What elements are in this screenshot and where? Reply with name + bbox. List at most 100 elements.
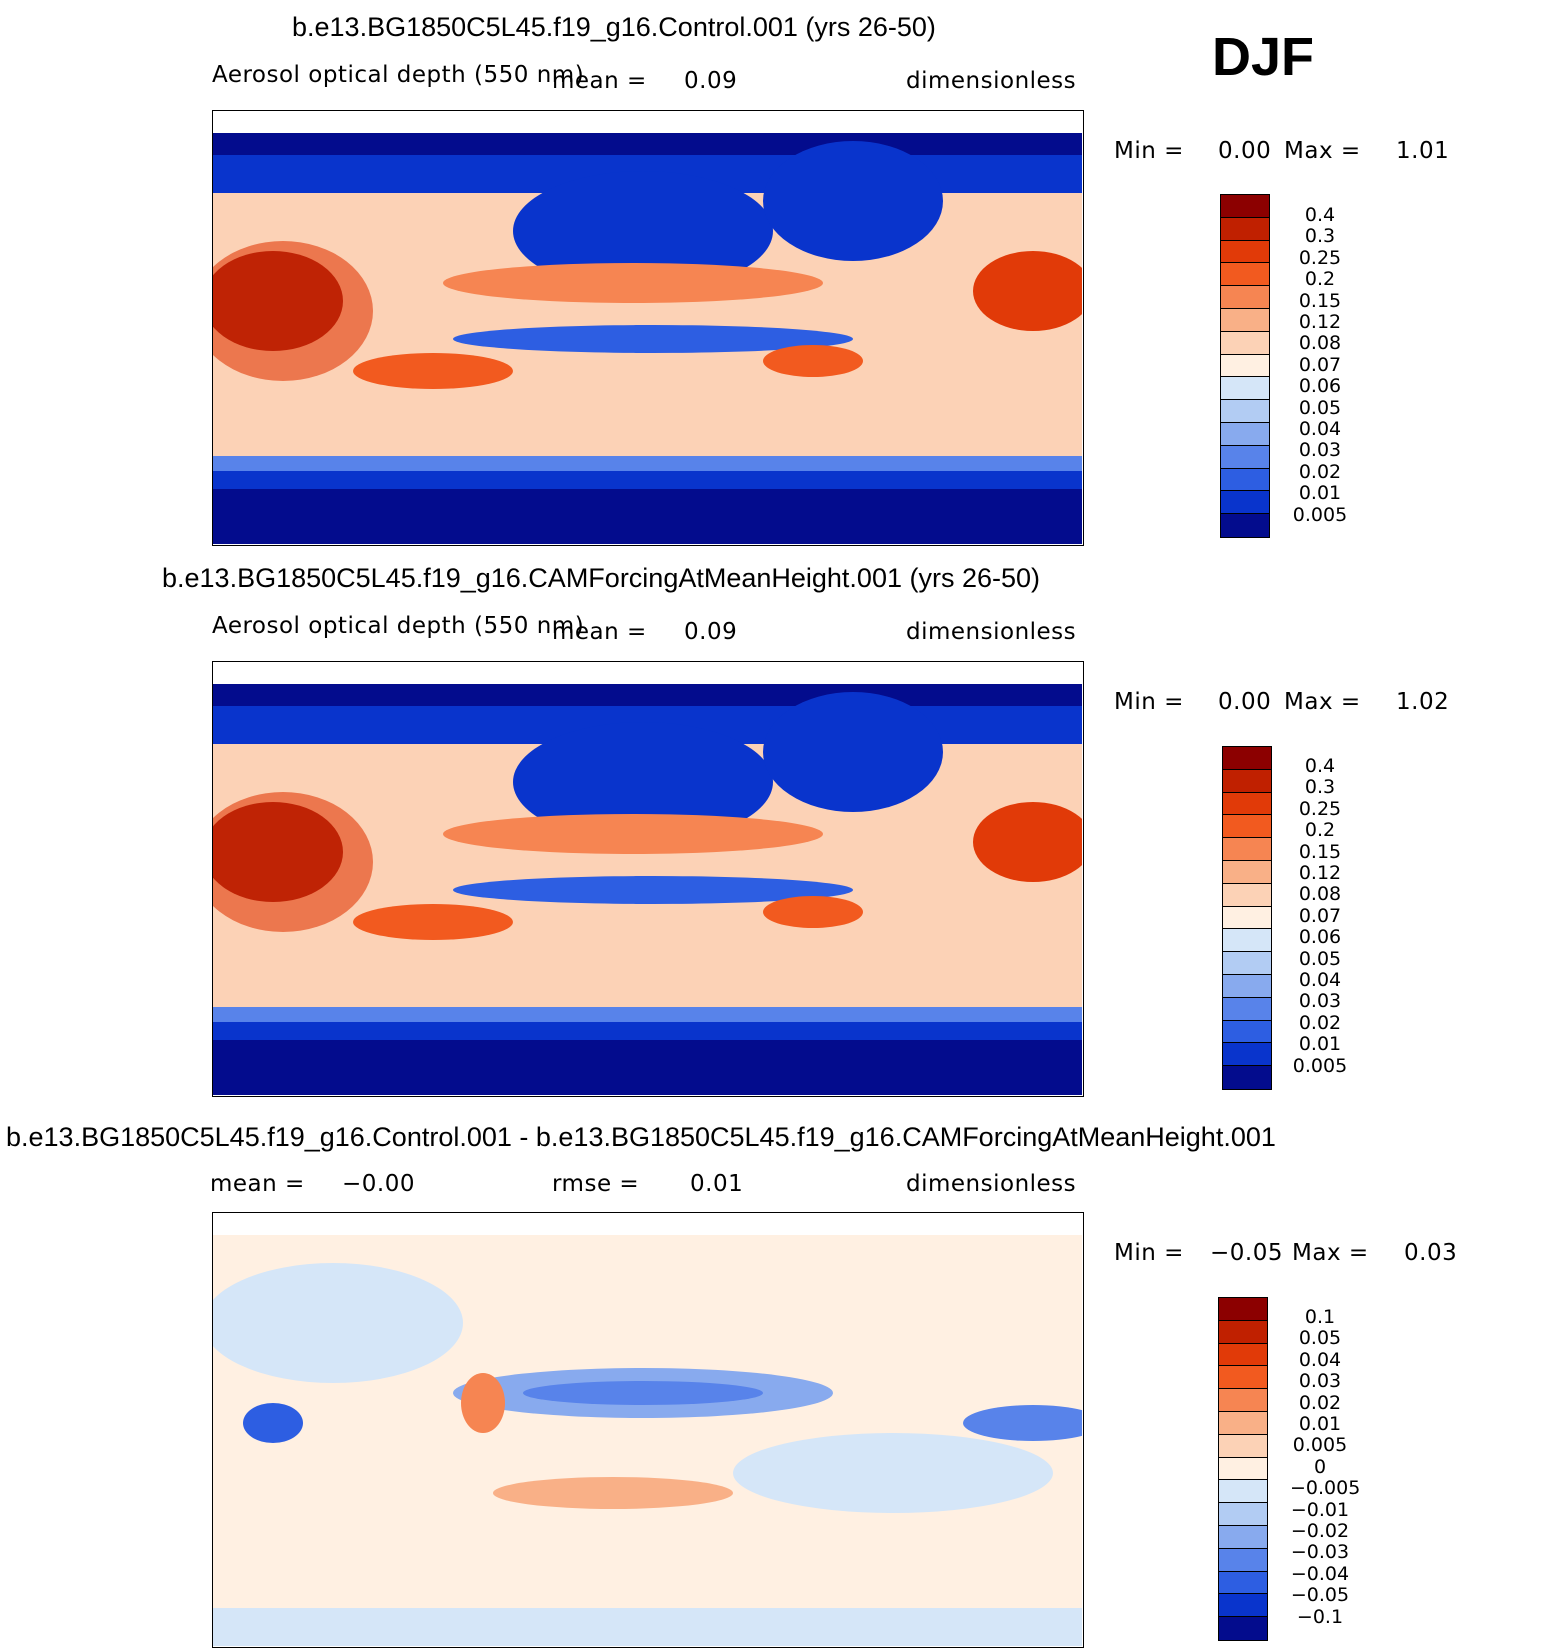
colorbar-segment [1221, 377, 1269, 401]
asia-low-aod [513, 171, 773, 291]
colorbar-segment [1221, 514, 1269, 537]
colorbar-tick-label: 0.01 [1298, 1413, 1342, 1435]
mean-label: mean = [552, 68, 647, 94]
colorbar-segment [1221, 422, 1269, 446]
blank-polar-area [213, 111, 1082, 133]
colorbar-segment [1219, 1571, 1267, 1595]
colorbar-tick-label: −0.05 [1290, 1584, 1350, 1607]
colorbar-segment [1223, 929, 1271, 953]
colorbar-segment [1223, 747, 1271, 770]
colorbar-tick-label: 0.005 [1292, 1434, 1348, 1457]
colorbar-tick-label: 0.25 [1298, 797, 1342, 820]
colorbar-tick-label: 0.03 [1298, 1370, 1342, 1393]
asia-positive-diff [461, 1373, 505, 1433]
colorbar-segment [1221, 468, 1269, 492]
colorbar-segment [1219, 1457, 1267, 1481]
colorbar-segment [1219, 1480, 1267, 1504]
colorbar-tick-label: −0.03 [1290, 1541, 1350, 1564]
colorbar-tick-label: 0.01 [1298, 1033, 1342, 1056]
colorbar-tick-label: 0.15 [1298, 840, 1342, 863]
blank-polar-area [213, 1213, 1082, 1235]
rmse-value: 0.01 [690, 1171, 744, 1197]
colorbar-tick-label: −0.1 [1296, 1605, 1344, 1628]
colorbar-segment [1223, 769, 1271, 793]
variable-label: Aerosol optical depth (550 nm) [212, 613, 585, 639]
colorbar-segment [1219, 1366, 1267, 1390]
colorbar-segment [1221, 491, 1269, 515]
max-label: Max = [1284, 689, 1361, 715]
colorbar-tick-label: 0.04 [1298, 418, 1342, 440]
colorbar-segment [1223, 792, 1271, 816]
colorbar-tick-label: 0.2 [1304, 819, 1336, 842]
colorbar-tick-label: 0.005 [1292, 1054, 1348, 1077]
colorbar-tick-label: 0.1 [1304, 1306, 1336, 1328]
south-pacific-positive-diff [493, 1477, 733, 1509]
colorbar-tick-label: −0.01 [1290, 1498, 1350, 1521]
colorbar-segment [1221, 263, 1269, 287]
colorbar-segment [1219, 1389, 1267, 1412]
min-label: Min = [1114, 138, 1184, 164]
colorbar-tick-label: −0.04 [1290, 1562, 1350, 1585]
tropical-pacific-low-aod [453, 876, 853, 904]
colorbar-tick-label: 0.08 [1298, 332, 1342, 355]
panel-title: b.e13.BG1850C5L45.f19_g16.CAMForcingAtMe… [162, 563, 1041, 593]
panel-title: b.e13.BG1850C5L45.f19_g16.Control.001 (y… [292, 12, 936, 42]
africa-dust-plume [213, 241, 373, 381]
units-label: dimensionless [906, 1171, 1077, 1197]
mean-value: 0.09 [684, 68, 738, 94]
season-label: DJF [1212, 27, 1315, 87]
colorbar-tick-label: 0 [1313, 1455, 1327, 1478]
colorbar-segment [1223, 883, 1271, 907]
colorbar-segment [1223, 838, 1271, 861]
colorbar-tick-label: 0.04 [1298, 969, 1342, 991]
colorbar-segment [1223, 1020, 1271, 1044]
colorbar-segment [1221, 195, 1269, 218]
colorbar-tick-label: 0.07 [1298, 353, 1342, 376]
colorbar-tick-label: 0.3 [1304, 225, 1336, 248]
colorbar-tick-label: 0.25 [1298, 246, 1342, 269]
variable-label: Aerosol optical depth (550 nm) [212, 62, 585, 88]
colorbar-segment [1221, 308, 1269, 332]
antarctic-band [213, 489, 1082, 544]
colorbar-segment [1223, 1066, 1271, 1089]
mean-value: −0.00 [342, 1171, 415, 1197]
colorbar-tick-label: 0.02 [1298, 1011, 1342, 1034]
colorbar-tick-label: 0.2 [1304, 268, 1336, 291]
pacific-negative-core [523, 1381, 763, 1405]
min-label: Min = [1114, 689, 1184, 715]
colorbar-segment [1219, 1594, 1267, 1618]
colorbar-tick-label: 0.01 [1298, 482, 1342, 505]
colorbar-segment [1219, 1411, 1267, 1435]
colorbar-segment [1223, 1043, 1271, 1067]
arctic-band [213, 684, 1082, 706]
colorbar-segment [1223, 860, 1271, 884]
colorbar-segment [1221, 445, 1269, 469]
mean-label: mean = [552, 619, 647, 645]
units-label: dimensionless [906, 619, 1077, 645]
colorbar-tick-label: 0.4 [1304, 204, 1336, 226]
colorbar-segment [1219, 1525, 1267, 1549]
east-pacific-high-aod [763, 896, 863, 928]
colorbar-tick-label: 0.06 [1298, 375, 1342, 398]
colorbar-tick-label: 0.12 [1298, 311, 1342, 333]
asia-low-aod [513, 722, 773, 842]
colorbar-tick-label: −0.02 [1290, 1520, 1350, 1542]
colorbar-tick-label: 0.15 [1298, 289, 1342, 312]
rmse-label: rmse = [552, 1171, 640, 1197]
atlantic-dust-plume [973, 802, 1082, 882]
colorbar-segment [1223, 952, 1271, 975]
africa-dust-plume [213, 792, 373, 932]
map-forcing [212, 661, 1084, 1097]
colorbar-segment [1219, 1298, 1267, 1321]
colorbar-tick-label: 0.03 [1298, 439, 1342, 462]
colorbar-tick-label: 0.02 [1298, 460, 1342, 483]
north-pacific-high-aod [443, 263, 823, 303]
mean-label: mean = [210, 1171, 305, 1197]
colorbar-tick-label: −0.005 [1290, 1477, 1361, 1500]
colorbar-tick-label: 0.03 [1298, 990, 1342, 1013]
blank-polar-area [213, 662, 1082, 684]
colorbar-segment [1219, 1343, 1267, 1367]
antarctic-band [213, 1040, 1082, 1095]
max-label: Max = [1292, 1240, 1369, 1266]
north-america-low-aod [763, 141, 943, 261]
